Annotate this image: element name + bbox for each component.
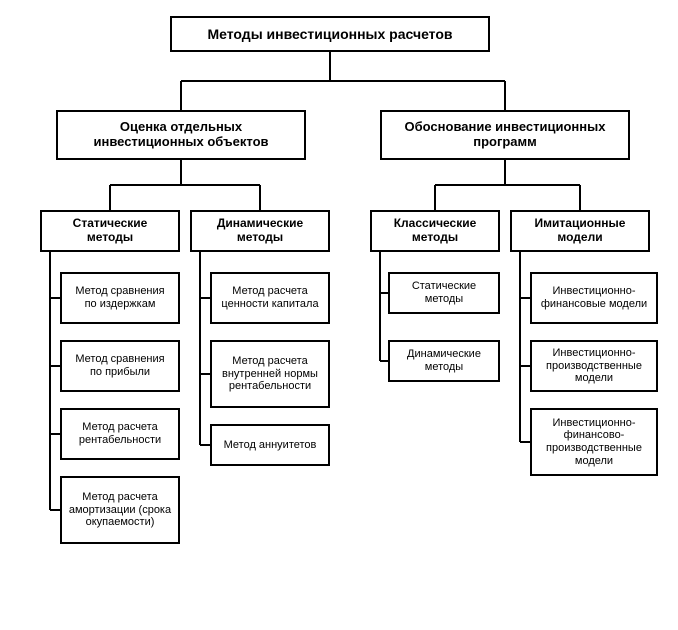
node-b1c1l1: Метод сравнения по издержкам: [60, 272, 180, 324]
node-b1c1l4: Метод расчета амортизации (срока окупаем…: [60, 476, 180, 544]
node-label: Инвестиционно-финансово-производственные…: [538, 417, 650, 468]
node-label: Оценка отдельных инвестиционных объектов: [64, 120, 298, 150]
node-label: Метод аннуитетов: [224, 439, 317, 452]
diagram-canvas: Методы инвестиционных расчетов Оценка отд…: [0, 0, 678, 630]
node-label: Метод расчета амортизации (срока окупаем…: [68, 491, 172, 529]
node-label: Динамические методы: [396, 348, 492, 373]
node-label: Имитационные модели: [518, 217, 642, 245]
node-label: Методы инвестиционных расчетов: [208, 26, 453, 42]
node-b2c2l1: Инвестиционно-финансовые модели: [530, 272, 658, 324]
node-label: Метод сравнения по прибыли: [68, 353, 172, 378]
node-b2c1: Классические методы: [370, 210, 500, 252]
node-b2c2l3: Инвестиционно-финансово-производственные…: [530, 408, 658, 476]
node-label: Метод расчета рентабельности: [68, 421, 172, 446]
node-b2: Обоснование инвестиционных программ: [380, 110, 630, 160]
node-label: Инвестиционно-финансовые модели: [538, 285, 650, 310]
node-b2c2l2: Инвестиционно-производственные модели: [530, 340, 658, 392]
node-label: Метод сравнения по издержкам: [68, 285, 172, 310]
node-b1c1l3: Метод расчета рентабельности: [60, 408, 180, 460]
node-b2c1l1: Статические методы: [388, 272, 500, 314]
node-b1c2l2: Метод расчета внутренней нормы рентабель…: [210, 340, 330, 408]
node-b1c2l1: Метод расчета ценности капитала: [210, 272, 330, 324]
node-b1c2l3: Метод аннуитетов: [210, 424, 330, 466]
node-b1c1l2: Метод сравнения по прибыли: [60, 340, 180, 392]
node-b2c1l2: Динамические методы: [388, 340, 500, 382]
node-label: Инвестиционно-производственные модели: [538, 347, 650, 385]
node-b1c2: Динамические методы: [190, 210, 330, 252]
node-label: Статические методы: [396, 280, 492, 305]
node-label: Метод расчета внутренней нормы рентабель…: [218, 355, 322, 393]
node-b2c2: Имитационные модели: [510, 210, 650, 252]
node-label: Динамические методы: [198, 217, 322, 245]
node-label: Метод расчета ценности капитала: [218, 285, 322, 310]
node-b1c1: Статические методы: [40, 210, 180, 252]
node-b1: Оценка отдельных инвестиционных объектов: [56, 110, 306, 160]
node-label: Статические методы: [48, 217, 172, 245]
node-root: Методы инвестиционных расчетов: [170, 16, 490, 52]
node-label: Обоснование инвестиционных программ: [388, 120, 622, 150]
node-label: Классические методы: [378, 217, 492, 245]
